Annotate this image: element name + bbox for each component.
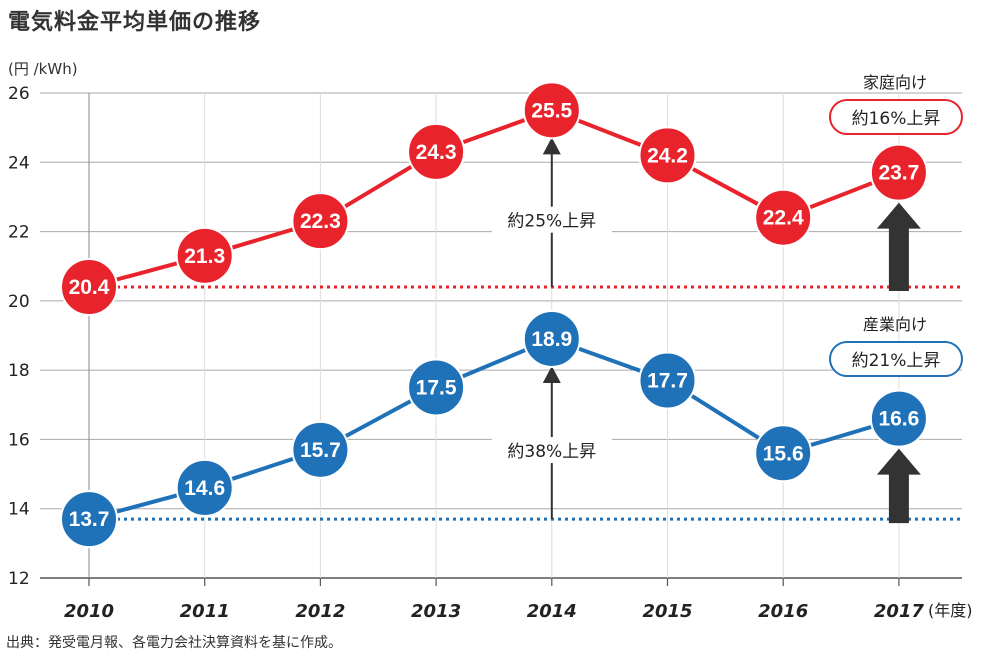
x-axis-unit: (年度) <box>928 601 973 620</box>
data-label: 20.4 <box>69 276 110 299</box>
data-label: 24.3 <box>416 141 457 164</box>
y-tick-label: 16 <box>8 430 30 450</box>
data-label: 17.5 <box>416 376 457 399</box>
series-name: 産業向け <box>863 315 927 334</box>
data-point <box>60 258 118 316</box>
data-point <box>407 122 466 181</box>
rise-arrow-head <box>876 202 921 229</box>
y-tick-label: 24 <box>8 153 30 173</box>
data-point <box>60 490 118 549</box>
x-tick-label: 2011 <box>180 601 230 622</box>
series-badge <box>829 341 963 377</box>
data-label: 16.6 <box>878 408 919 431</box>
data-point <box>291 192 350 251</box>
y-tick-label: 26 <box>8 84 30 104</box>
rise-note-bg <box>491 206 612 233</box>
data-point <box>407 358 466 417</box>
y-tick-label: 18 <box>8 361 30 381</box>
y-tick-label: 12 <box>8 569 30 589</box>
data-point <box>869 389 928 448</box>
x-tick-label: 2016 <box>758 601 808 622</box>
x-tick-label: 2014 <box>527 601 577 622</box>
rise-arrow-head <box>876 448 921 475</box>
data-label: 24.2 <box>647 144 688 167</box>
y-tick-label: 20 <box>8 292 30 312</box>
data-label: 17.7 <box>647 370 688 393</box>
peak-arrow-head <box>542 365 561 383</box>
peak-arrow-head <box>542 137 561 155</box>
data-label: 23.7 <box>878 162 919 185</box>
x-tick-label: 2012 <box>295 601 345 622</box>
x-tick-label: 2013 <box>411 601 461 622</box>
data-label: 18.9 <box>531 328 572 351</box>
data-point <box>754 188 813 247</box>
data-point <box>522 81 581 140</box>
source-note: 出典：発受電月報、各電力会社決算資料を基に作成。 <box>6 635 342 651</box>
data-label: 14.6 <box>184 477 225 500</box>
x-tick-label: 2017 <box>874 601 925 622</box>
x-tick-label: 2010 <box>64 601 114 622</box>
data-label: 22.3 <box>300 210 341 233</box>
data-point <box>869 143 928 202</box>
y-tick-label: 22 <box>8 223 30 243</box>
chart-title: 電気料金平均単価の推移 <box>8 10 262 35</box>
series-badge-label: 約21%上昇 <box>852 351 941 371</box>
data-point <box>175 226 234 285</box>
data-point <box>638 126 697 185</box>
y-axis-unit: (円 /kWh) <box>8 60 78 78</box>
rise-note-bg <box>491 437 612 464</box>
data-point <box>754 424 813 483</box>
data-point <box>175 458 234 517</box>
data-label: 22.4 <box>763 207 804 230</box>
data-label: 25.5 <box>531 99 572 122</box>
rise-arrow-shaft <box>888 226 909 291</box>
data-label: 13.7 <box>69 508 110 531</box>
data-point <box>522 309 581 368</box>
rise-arrow-shaft <box>888 472 909 524</box>
data-label: 21.3 <box>184 245 225 268</box>
data-point <box>638 351 697 410</box>
y-tick-label: 14 <box>8 500 30 520</box>
series-name: 家庭向け <box>863 73 927 92</box>
x-tick-label: 2015 <box>642 601 692 622</box>
rise-note: 約25%上昇 <box>507 212 596 232</box>
data-label: 15.6 <box>763 442 804 465</box>
data-point <box>291 420 350 479</box>
series-badge <box>829 99 963 135</box>
data-label: 15.7 <box>300 439 341 462</box>
series-badge-label: 約16%上昇 <box>852 109 941 129</box>
rise-note: 約38%上昇 <box>507 442 596 462</box>
